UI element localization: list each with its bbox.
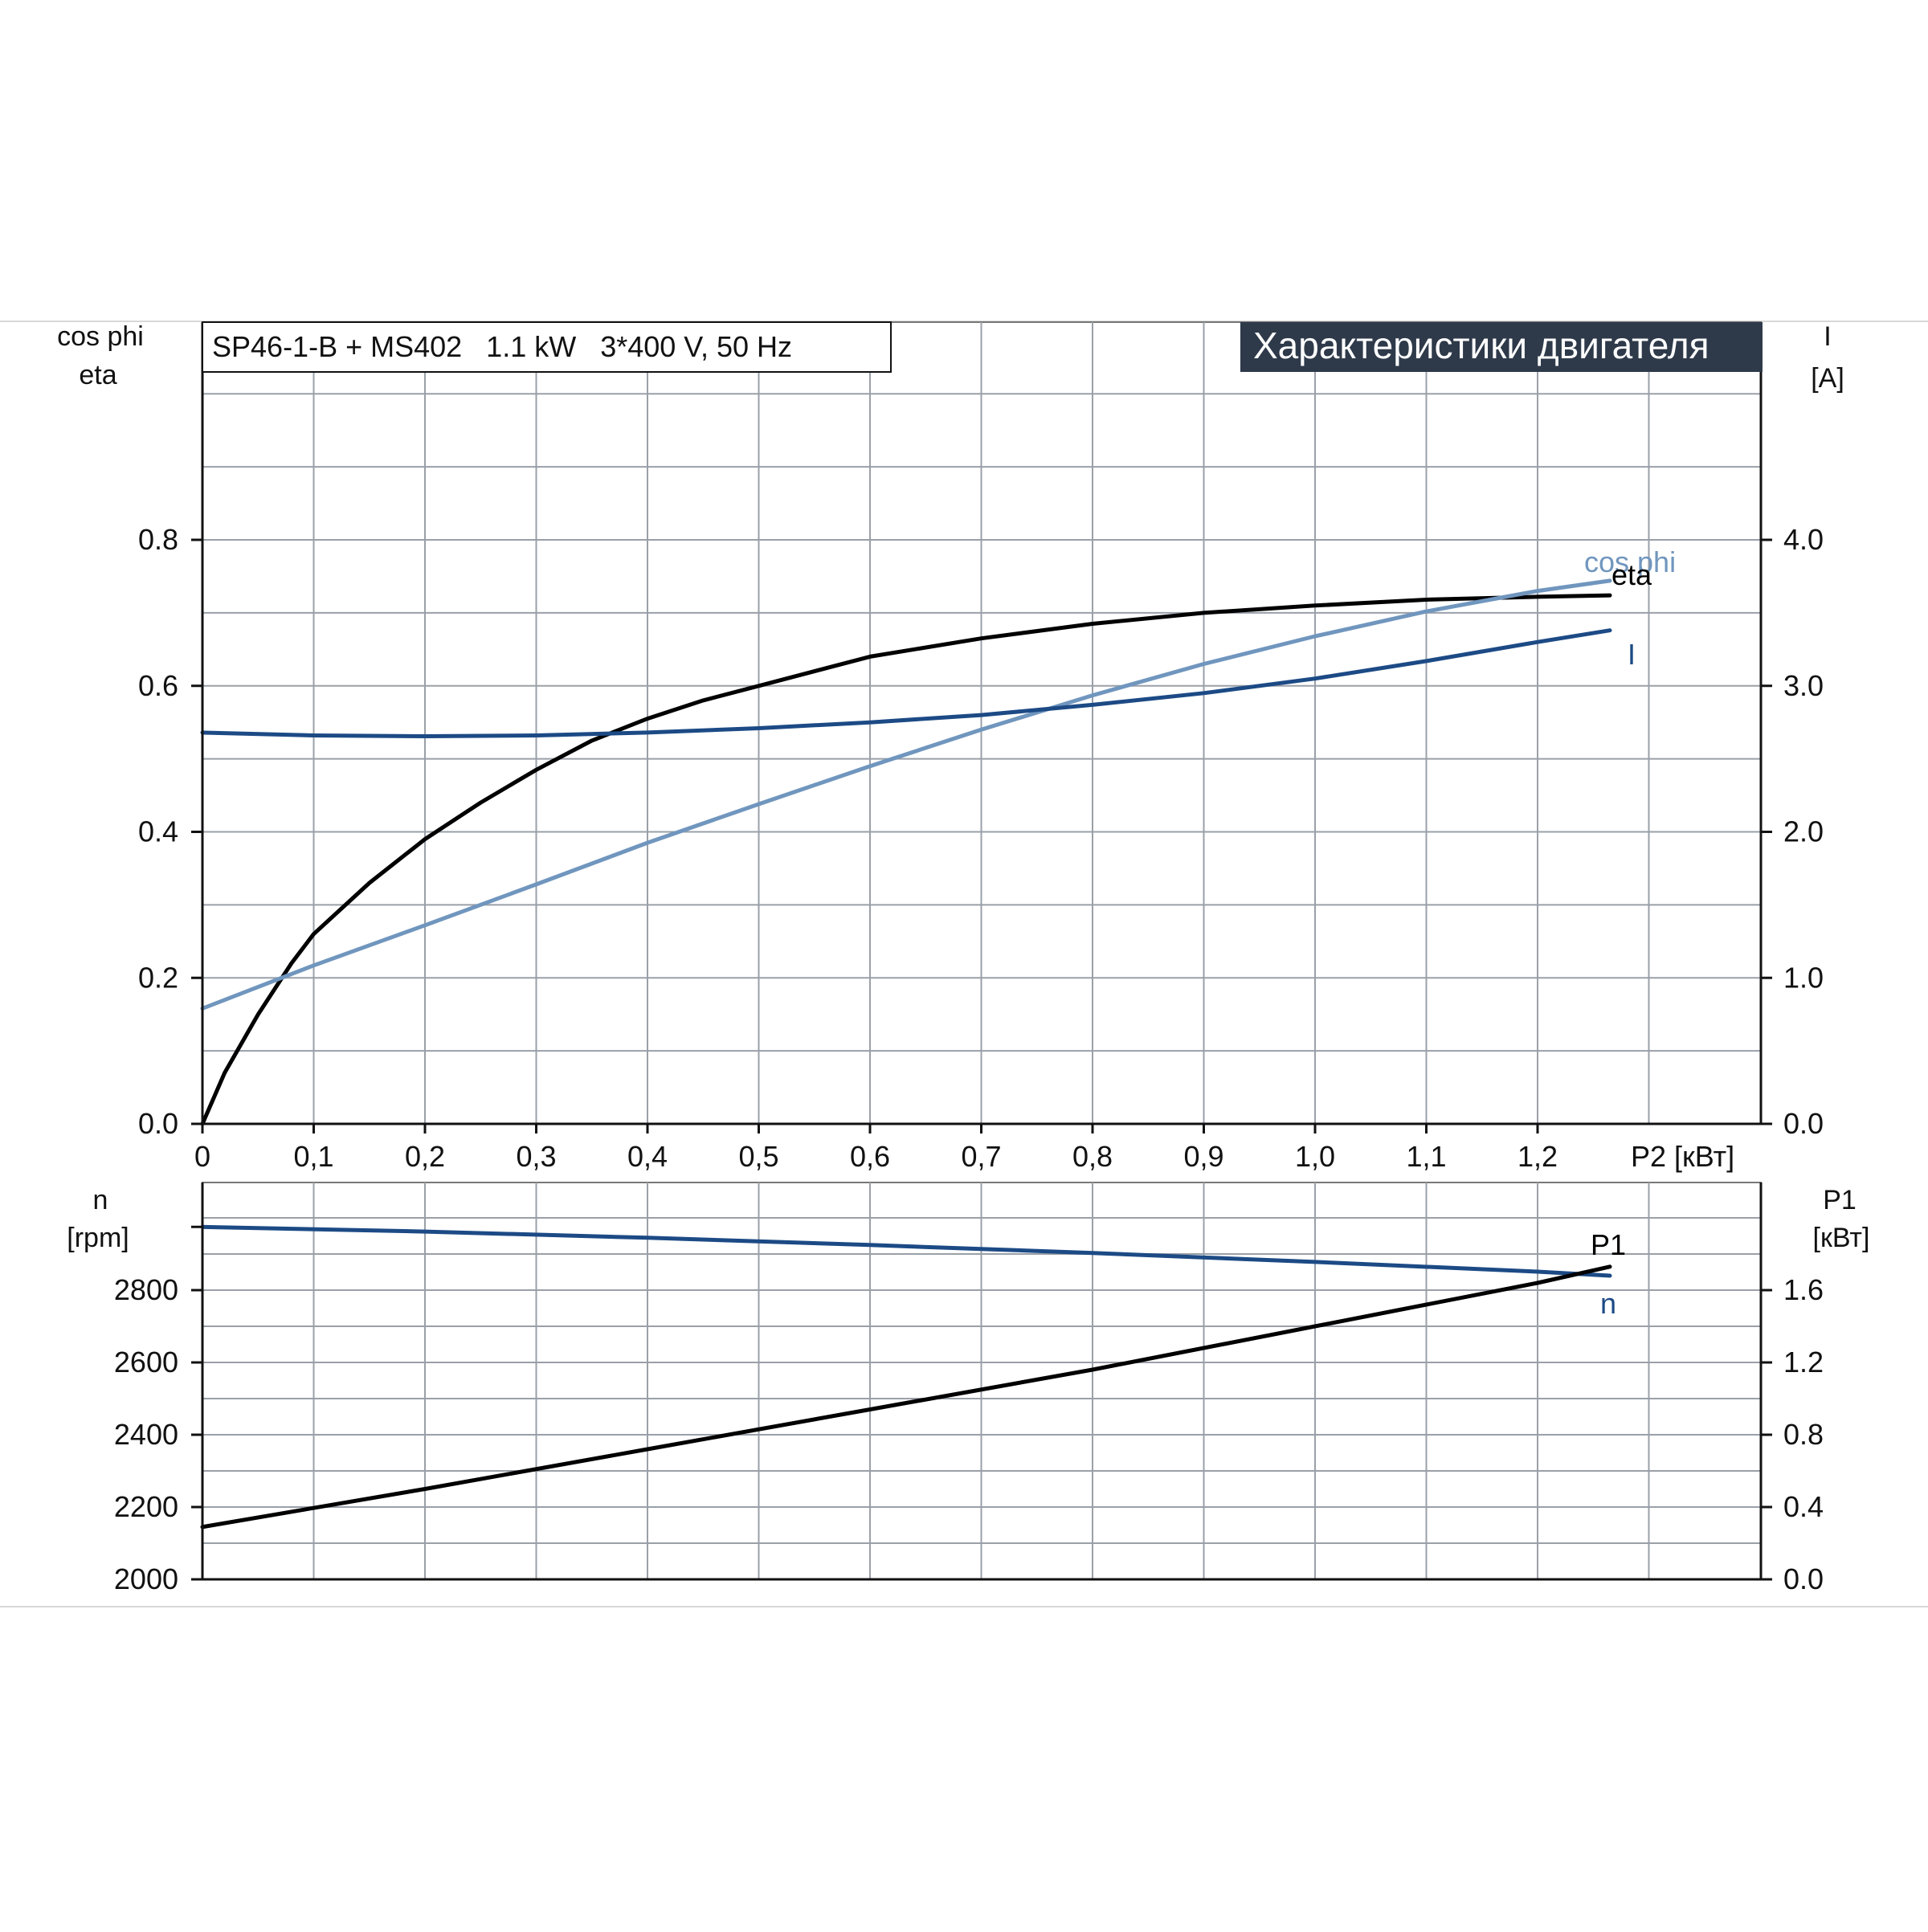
lower-right-tick-label: 0.4 bbox=[1783, 1490, 1824, 1523]
upper-left-tick-label: 0.8 bbox=[138, 523, 178, 556]
chart-title: Характеристики двигателя bbox=[1253, 325, 1709, 366]
x-tick-label: 1,1 bbox=[1406, 1140, 1446, 1173]
current-curve-label: I bbox=[1628, 638, 1636, 671]
lower-panel-axes: 2000 2200 2400 2600 2800 0.0 0.4 0.8 1.2 1.6 bbox=[114, 1182, 1824, 1595]
upper-panel-grid bbox=[202, 321, 1762, 1125]
info-box-text: SP46-1-B + MS402 1.1 kW 3*400 V, 50 Hz bbox=[212, 330, 792, 363]
lower-right-axis-title-line1: P1 bbox=[1823, 1185, 1857, 1215]
x-tick-label: 0,4 bbox=[627, 1140, 668, 1173]
x-tick-label: 0,5 bbox=[738, 1140, 778, 1173]
x-tick-label: 0 bbox=[194, 1140, 210, 1173]
x-tick-label: 0,9 bbox=[1183, 1140, 1223, 1173]
eta-curve-label: eta bbox=[1611, 558, 1652, 591]
lower-left-tick-label: 2200 bbox=[114, 1490, 178, 1523]
upper-left-axis-title-line2: eta bbox=[79, 360, 116, 390]
p1-curve-label: P1 bbox=[1591, 1228, 1626, 1261]
lower-right-tick-label: 0.8 bbox=[1783, 1418, 1824, 1451]
upper-left-tick-label: 0.0 bbox=[138, 1107, 178, 1140]
speed-curve bbox=[200, 1224, 1612, 1278]
title-banner bbox=[1240, 322, 1763, 372]
lower-right-axis-title-line2: [кВт] bbox=[1813, 1223, 1870, 1253]
x-tick-label: 0,7 bbox=[961, 1140, 1001, 1173]
current-curve bbox=[200, 628, 1612, 738]
x-tick-label: 0,3 bbox=[516, 1140, 556, 1173]
x-tick-label: 0,1 bbox=[293, 1140, 333, 1173]
lower-panel-grid bbox=[202, 1182, 1762, 1580]
upper-right-axis-title-line2: [A] bbox=[1811, 363, 1844, 394]
upper-left-tick-label: 0.2 bbox=[138, 961, 178, 994]
upper-left-tick-label: 0.4 bbox=[138, 815, 178, 848]
speed-curve-label: n bbox=[1600, 1287, 1616, 1320]
lower-right-tick-label: 1.6 bbox=[1783, 1273, 1824, 1306]
upper-panel-curves bbox=[200, 578, 1612, 1126]
lower-right-tick-label: 1.2 bbox=[1783, 1346, 1824, 1379]
info-box-frame bbox=[202, 321, 892, 373]
x-tick-label: 0,2 bbox=[405, 1140, 445, 1173]
lower-left-axis-title-line2: [rpm] bbox=[67, 1223, 129, 1253]
cos-phi-curve-label: cos phi bbox=[1584, 545, 1676, 578]
upper-panel-axes: 0.0 0.2 0.4 0.6 0.8 0.0 1.0 2.0 3.0 4.0 0 0,1 0,2 0,3… bbox=[138, 322, 1824, 1173]
upper-right-tick-label: 3.0 bbox=[1783, 669, 1824, 702]
upper-right-tick-label: 4.0 bbox=[1783, 523, 1824, 556]
upper-right-tick-label: 1.0 bbox=[1783, 961, 1824, 994]
lower-left-axis-title-line1: n bbox=[93, 1185, 108, 1215]
upper-right-tick-label: 2.0 bbox=[1783, 815, 1824, 848]
x-tick-label: 1,2 bbox=[1517, 1140, 1558, 1173]
lower-panel-curves bbox=[200, 1224, 1612, 1530]
lower-left-tick-label: 2000 bbox=[114, 1562, 178, 1595]
p1-curve bbox=[200, 1264, 1612, 1530]
cos-phi-curve bbox=[200, 578, 1612, 1011]
lower-left-tick-label: 2400 bbox=[114, 1418, 178, 1451]
x-tick-label: 1,0 bbox=[1295, 1140, 1335, 1173]
eta-curve bbox=[200, 593, 1612, 1126]
upper-left-axis-title-line1: cos phi bbox=[57, 321, 144, 352]
x-tick-label: 0,6 bbox=[850, 1140, 890, 1173]
x-tick-label: 0,8 bbox=[1072, 1140, 1113, 1173]
upper-left-tick-label: 0.6 bbox=[138, 669, 178, 702]
lower-left-tick-label: 2600 bbox=[114, 1346, 178, 1379]
lower-left-tick-label: 2800 bbox=[114, 1273, 178, 1306]
x-axis-title: P2 [кВт] bbox=[1631, 1140, 1734, 1173]
lower-right-tick-label: 0.0 bbox=[1783, 1562, 1824, 1595]
upper-right-axis-title-line1: I bbox=[1824, 321, 1831, 352]
upper-right-tick-label: 0.0 bbox=[1783, 1107, 1824, 1140]
